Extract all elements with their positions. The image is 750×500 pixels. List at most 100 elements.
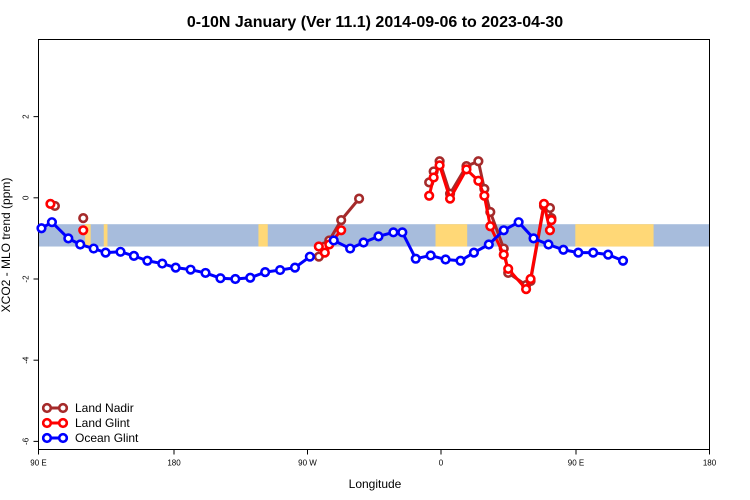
series-segment <box>488 210 506 251</box>
data-point <box>573 247 584 258</box>
y-tick-label: -2 <box>22 275 31 283</box>
x-axis: 90 E 180 90 W 0 90 E 180 <box>30 449 717 468</box>
data-point <box>313 241 324 252</box>
data-point <box>603 249 614 260</box>
y-tick-label: 2 <box>22 114 31 119</box>
series-segment <box>448 167 468 201</box>
data-point <box>525 273 536 285</box>
data-point <box>461 164 472 175</box>
x-tick-label: 90 E <box>30 459 46 468</box>
data-point <box>185 264 196 275</box>
x-axis-label: Longitude <box>349 477 402 491</box>
data-point <box>260 267 271 278</box>
data-point <box>538 198 550 210</box>
data-point <box>274 264 286 276</box>
data-point <box>544 225 556 236</box>
data-point <box>440 254 451 265</box>
data-point <box>588 247 599 258</box>
legend-marker <box>57 417 69 429</box>
series-segment <box>488 224 506 257</box>
data-point <box>485 221 496 232</box>
data-point <box>410 253 421 264</box>
y-axis: -6 -4 -2 0 2 <box>22 114 39 445</box>
data-point <box>304 251 315 262</box>
data-point <box>543 239 554 250</box>
data-point <box>498 249 509 260</box>
data-point <box>45 198 56 210</box>
legend-marker <box>41 402 53 414</box>
data-point <box>142 255 153 266</box>
data-point <box>115 246 126 257</box>
data-point <box>336 225 347 236</box>
legend-label: Ocean Glint <box>75 431 139 445</box>
data-point <box>170 262 181 273</box>
y-tick-label: 0 <box>22 195 31 200</box>
data-point <box>473 175 484 186</box>
plot-frame <box>38 39 710 450</box>
land-band-segment <box>575 224 654 247</box>
data-point <box>397 227 408 238</box>
data-point <box>528 233 539 244</box>
data-point <box>215 273 226 284</box>
legend-label: Land Glint <box>75 416 130 430</box>
legend-marker <box>41 417 53 429</box>
data-point <box>558 244 569 255</box>
data-point <box>46 217 58 228</box>
y-tick-label: -4 <box>22 356 31 364</box>
y-axis-label: XCO2 - MLO trend (ppm) <box>0 178 13 313</box>
x-tick-label: 180 <box>167 459 181 468</box>
data-point <box>425 250 436 261</box>
legend-marker <box>41 432 53 444</box>
data-point <box>128 250 140 261</box>
series-land-glint <box>45 160 557 295</box>
data-point <box>157 258 168 269</box>
data-point <box>455 255 466 266</box>
data-point <box>78 213 89 224</box>
data-point <box>200 267 211 279</box>
data-point <box>245 272 256 283</box>
data-point <box>546 215 557 226</box>
data-point <box>230 273 241 285</box>
data-point <box>100 247 111 258</box>
series-layer <box>36 156 629 295</box>
series-segment <box>482 194 492 228</box>
land-band-segment <box>435 224 468 247</box>
data-point <box>88 243 99 254</box>
data-point <box>388 227 399 238</box>
x-tick-label: 90 W <box>298 459 317 468</box>
land-band-segment <box>258 224 268 247</box>
series-ocean-glint <box>36 217 629 285</box>
data-point <box>373 231 384 242</box>
data-point <box>617 255 629 266</box>
data-point <box>63 233 74 244</box>
legend-marker <box>57 402 69 414</box>
data-point <box>328 235 339 246</box>
data-point <box>78 225 89 236</box>
data-point <box>319 247 330 258</box>
x-tick-label: 180 <box>703 459 717 468</box>
data-point <box>428 172 439 183</box>
data-point <box>479 190 490 201</box>
data-point <box>75 239 86 250</box>
data-point <box>434 160 445 171</box>
data-point <box>353 193 365 204</box>
data-point <box>503 263 514 274</box>
data-point <box>473 156 484 167</box>
chart-title: 0-10N January (Ver 11.1) 2014-09-06 to 2… <box>187 14 563 31</box>
data-point <box>289 262 301 273</box>
data-point <box>345 243 356 254</box>
y-tick-label: -6 <box>22 437 31 445</box>
x-tick-label: 0 <box>439 459 444 468</box>
data-point <box>483 239 494 250</box>
series-segment <box>438 163 452 201</box>
data-point <box>513 217 524 228</box>
data-point <box>444 193 456 204</box>
data-point <box>498 225 509 236</box>
data-point <box>36 223 47 234</box>
data-point <box>336 215 347 226</box>
data-point <box>358 237 369 248</box>
land-band-segment <box>103 224 108 247</box>
x-tick-label: 90 E <box>568 459 584 468</box>
